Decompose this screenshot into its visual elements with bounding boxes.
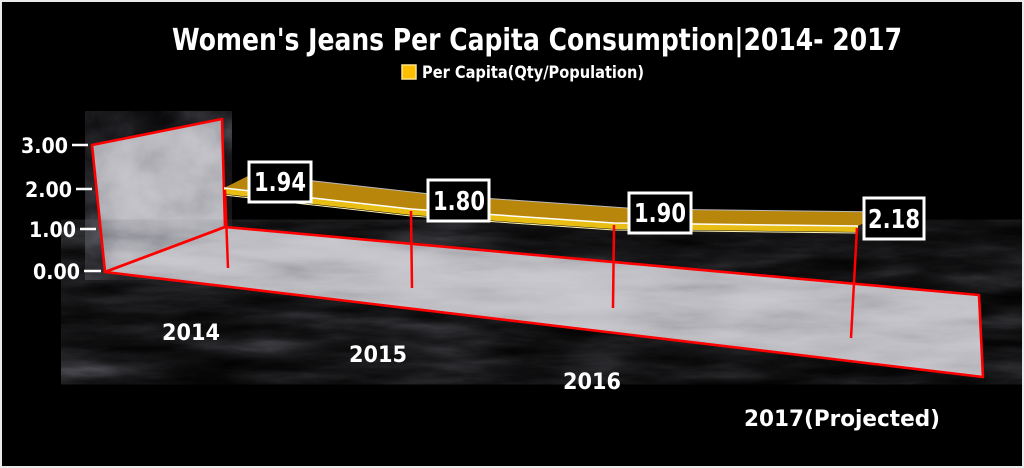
data-label-2016: 1.90 [627,191,693,235]
y-tick-label: 3.00 [21,134,68,158]
x-tick-label-2016: 2016 [563,370,621,395]
plot-frames [90,117,985,379]
ribbon-front-face [224,188,858,232]
data-label-2017: 2.18 [862,196,926,241]
back-wall [92,119,225,272]
drop-line-2015 [409,210,414,289]
x-axis: 2014 2015 2016 2017(Projected) [162,321,940,432]
data-label-box [862,196,926,241]
data-label-2014: 1.94 [247,160,313,204]
drop-line-2017 [849,227,859,339]
data-label-box [627,191,693,235]
chart-title: Women's Jeans Per Capita Consumption|201… [172,23,902,58]
data-label-box [426,178,491,223]
ribbon-top-surface [224,174,886,226]
y-tick-label: 0.00 [33,260,80,284]
x-tick-label-2017: 2017(Projected) [744,407,940,432]
data-label-value: 2.18 [868,205,920,235]
drop-line-2016 [611,224,616,309]
floor-frame [103,225,985,379]
ribbon-front-edge [223,187,859,227]
y-tick-label: 2.00 [25,178,72,202]
data-label-value: 1.90 [634,199,686,229]
legend: Per Capita(Qty/Population) [401,63,644,83]
y-tick-label: 1.00 [29,218,76,242]
plot-surfaces [92,119,983,377]
data-label-value: 1.80 [433,187,485,217]
x-tick-label-2015: 2015 [349,343,407,368]
legend-marker-icon [401,64,417,80]
floor [105,227,983,377]
ribbon-back-edge [251,173,887,213]
drop-line-2014 [223,189,230,269]
data-label-value: 1.94 [254,168,306,198]
data-labels: 1.94 1.80 1.90 2.18 [247,160,926,241]
data-label-box [247,160,313,204]
series-ribbon [223,173,887,234]
y-axis: 3.00 2.00 1.00 0.00 [21,134,101,284]
drop-lines [223,189,859,339]
legend-label: Per Capita(Qty/Population) [422,63,644,83]
data-label-2015: 1.80 [426,178,491,223]
ribbon-bottom-edge [223,194,859,234]
x-tick-label-2014: 2014 [162,321,220,346]
